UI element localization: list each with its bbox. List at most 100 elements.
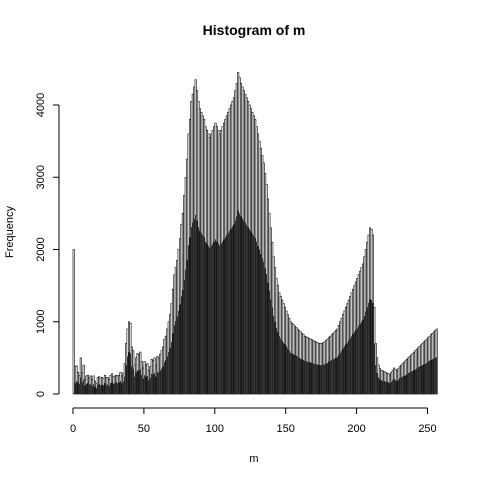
y-tick-label: 0 — [35, 391, 47, 397]
histogram-bar-dark — [274, 321, 276, 394]
histogram-bar-dark — [151, 373, 153, 394]
histogram-bar-dark — [319, 365, 321, 394]
histogram-bar-dark — [307, 361, 309, 394]
histogram-bar-dark — [308, 362, 310, 394]
histogram-bar-dark — [261, 258, 263, 394]
histogram-bar-dark — [138, 370, 140, 394]
histogram-bar-dark — [128, 352, 130, 394]
histogram-bar-dark — [395, 380, 397, 394]
histogram-bar-dark — [368, 302, 370, 394]
histogram-bar-dark — [105, 384, 107, 394]
histogram-bar-dark — [335, 357, 337, 395]
histogram-bar-dark — [159, 370, 161, 394]
x-tick-label: 250 — [418, 423, 436, 435]
histogram-bar-dark — [172, 333, 174, 394]
histogram-bar-dark — [196, 220, 198, 394]
histogram-bar-dark — [426, 362, 428, 394]
histogram-bar-dark — [321, 365, 323, 394]
histogram-bar-dark — [283, 342, 285, 394]
histogram-bar-dark — [190, 227, 192, 394]
histogram-bar-dark — [142, 378, 144, 394]
histogram-bar-dark — [162, 366, 164, 394]
histogram-bar-dark — [155, 376, 157, 394]
histogram-bar-dark — [342, 348, 344, 394]
histogram-bar-dark — [407, 373, 409, 394]
histogram-bar-dark — [178, 310, 180, 394]
histogram-bar-dark — [311, 362, 313, 394]
histogram-bar-dark — [118, 382, 120, 394]
histogram-bar-dark — [145, 376, 147, 394]
histogram-bar-dark — [363, 315, 365, 394]
histogram-bar-dark — [239, 213, 241, 395]
histogram-bar-dark — [414, 369, 416, 394]
histogram-bar-dark — [131, 366, 133, 394]
histogram-bar-dark — [355, 329, 357, 394]
histogram-bar-dark — [83, 379, 85, 394]
histogram-bar-dark — [217, 243, 219, 394]
y-tick-label: 2000 — [35, 237, 47, 261]
histogram-bar-dark — [315, 364, 317, 394]
histogram-bar-dark — [186, 259, 188, 394]
histogram-bar-dark — [304, 360, 306, 394]
histogram-bar-dark — [74, 383, 76, 394]
histogram-bar-dark — [300, 358, 302, 394]
histogram-bar-dark — [302, 360, 304, 394]
histogram-bar-dark — [189, 237, 191, 394]
histogram-bar-dark — [372, 302, 374, 394]
y-tick-label: 3000 — [35, 165, 47, 189]
histogram-bar-dark — [203, 237, 205, 394]
histogram-bar-dark — [94, 386, 96, 394]
histogram-bar-dark — [93, 383, 95, 394]
histogram-bar-dark — [152, 374, 154, 394]
histogram-bar-dark — [127, 356, 129, 394]
histogram-bar-dark — [158, 372, 160, 394]
histogram-bar-dark — [135, 372, 137, 394]
histogram-bar-dark — [271, 307, 273, 394]
histogram-bar-dark — [410, 371, 412, 394]
histogram-bar-dark — [234, 220, 236, 394]
histogram-bar-dark — [277, 331, 279, 394]
histogram-bar-dark — [169, 347, 171, 394]
histogram-bar-dark — [188, 245, 190, 394]
histogram-bar-dark — [292, 354, 295, 394]
histogram-bar-dark — [219, 245, 221, 394]
histogram-bar-dark — [210, 245, 212, 394]
histogram-bar-dark — [197, 227, 199, 394]
histogram-bar-dark — [305, 361, 307, 394]
histogram-bar-dark — [166, 356, 168, 394]
histogram-bar-dark — [280, 338, 282, 394]
histogram-bar-dark — [396, 381, 398, 394]
y-axis: 0 1000 2000 3000 4000 — [35, 93, 60, 397]
histogram-bar-dark — [366, 307, 368, 394]
histogram-bar-dark — [168, 352, 170, 394]
histogram-bar-dark — [250, 231, 252, 394]
histogram-bar-dark — [338, 354, 340, 394]
histogram-bar-dark — [287, 348, 289, 394]
histogram-bar-dark — [370, 300, 372, 394]
histogram-bar-dark — [373, 344, 375, 394]
histogram-bar-dark — [95, 388, 97, 394]
histogram-bar-dark — [88, 384, 90, 394]
histogram-bar-dark — [369, 299, 371, 394]
histogram-bar-dark — [244, 222, 246, 394]
histogram-bar-dark — [192, 222, 194, 394]
histogram-bar-dark — [100, 385, 102, 394]
x-axis-label: m — [249, 453, 258, 465]
x-tick-label: 200 — [347, 423, 365, 435]
histogram-bar-dark — [327, 362, 329, 394]
histogram-bar-dark — [420, 365, 422, 394]
x-tick-label: 50 — [138, 423, 150, 435]
histogram-bar-dark — [85, 383, 87, 394]
histogram-bar-dark — [216, 241, 218, 394]
histogram-bar-dark — [176, 316, 178, 394]
histogram-bar-dark — [108, 386, 110, 394]
histogram-bar-dark — [156, 372, 158, 394]
histogram-bar-dark — [392, 380, 394, 394]
histogram-bar-dark — [114, 383, 116, 394]
histogram-bar-dark — [328, 361, 330, 394]
histogram-bar-dark — [285, 346, 287, 394]
histogram-bar-dark — [434, 357, 436, 395]
histogram-bar-dark — [180, 296, 182, 394]
histogram-bar-dark — [77, 382, 79, 394]
histogram-bar-dark — [149, 378, 151, 394]
